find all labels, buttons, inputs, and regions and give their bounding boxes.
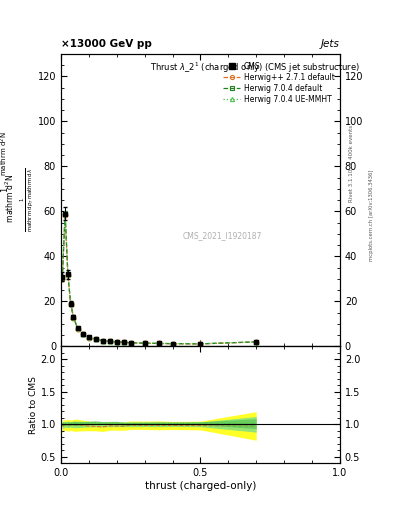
Y-axis label: Ratio to CMS: Ratio to CMS bbox=[29, 376, 38, 434]
Text: Rivet 3.1.10, ≥ 400k events: Rivet 3.1.10, ≥ 400k events bbox=[349, 125, 354, 202]
Text: CMS_2021_I1920187: CMS_2021_I1920187 bbox=[183, 230, 263, 240]
Text: $\overline{1}$: $\overline{1}$ bbox=[0, 186, 11, 193]
Text: Thrust $\lambda\_2^1$ (charged only) (CMS jet substructure): Thrust $\lambda\_2^1$ (charged only) (CM… bbox=[150, 61, 360, 75]
Text: Jets: Jets bbox=[321, 39, 340, 49]
Y-axis label:   mathrm d$^2$N
$\frac{1}{\mathrm{mathrm\,d}\,p_T\,\mathrm{mathrm\,d}\,\lambda}$: mathrm d$^2$N $\frac{1}{\mathrm{mathrm\,… bbox=[4, 167, 35, 232]
Legend: CMS, Herwig++ 2.7.1 default, Herwig 7.0.4 default, Herwig 7.0.4 UE-MMHT: CMS, Herwig++ 2.7.1 default, Herwig 7.0.… bbox=[222, 60, 336, 105]
X-axis label: thrust (charged-only): thrust (charged-only) bbox=[145, 481, 256, 491]
Text: mcplots.cern.ch [arXiv:1306.3436]: mcplots.cern.ch [arXiv:1306.3436] bbox=[369, 169, 374, 261]
Text: mathrm d$^2$N: mathrm d$^2$N bbox=[0, 132, 9, 176]
Text: ×13000 GeV pp: ×13000 GeV pp bbox=[61, 39, 152, 49]
